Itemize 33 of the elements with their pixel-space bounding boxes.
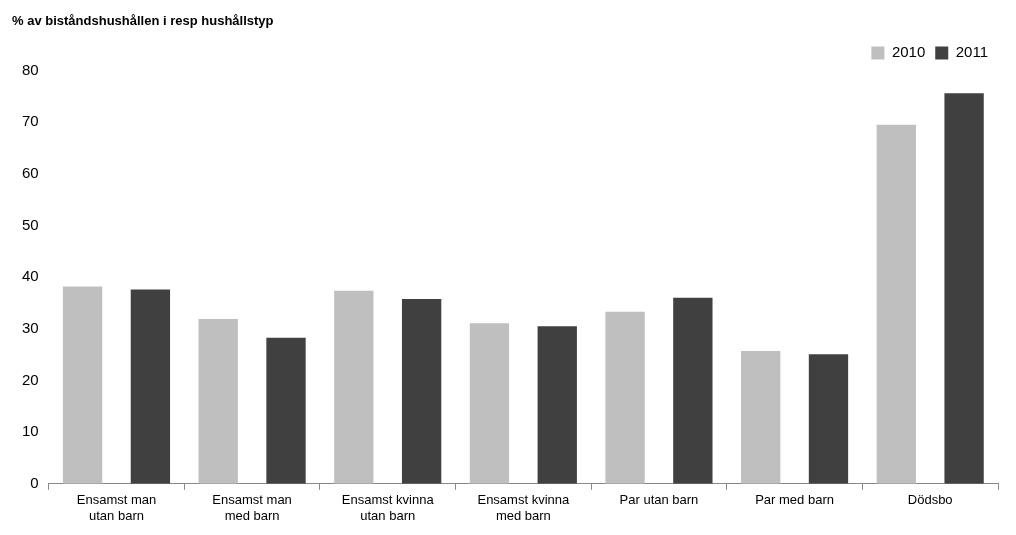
y-tick-label: 0 (30, 473, 39, 491)
x-tick-label: Ensamst kvinna utan barn (341, 492, 435, 523)
x-tick-label: Par med barn (755, 492, 834, 508)
y-tick-label: 20 (22, 370, 39, 388)
bar (944, 93, 984, 484)
y-tick-label: 50 (22, 215, 39, 233)
y-tick-label: 60 (22, 164, 39, 182)
bar (808, 354, 849, 484)
x-tick-label: Dödsbo (907, 492, 953, 508)
chart-title: % av biståndshushållen i resp hushållstyp (12, 13, 274, 29)
x-tick-label: Ensamst man med barn (212, 492, 292, 523)
y-tick-label: 40 (22, 267, 39, 285)
bar (741, 351, 781, 484)
y-tick-label: 10 (22, 422, 39, 440)
y-tick-label: 80 (22, 60, 39, 78)
bar (334, 290, 374, 484)
bar (673, 297, 713, 484)
bar (876, 124, 916, 484)
x-tick-label: Par utan barn (619, 492, 699, 508)
x-tick-label: Ensamst man utan barn (76, 492, 157, 523)
bar (198, 319, 238, 484)
y-tick-label: 30 (22, 318, 39, 336)
x-tick-label: Ensamst kvinna med barn (477, 492, 570, 523)
legend-label: 2010 (891, 43, 926, 61)
bar (469, 323, 510, 484)
bar (62, 286, 103, 484)
bar (401, 298, 442, 484)
bar (130, 289, 171, 484)
legend-label: 2011 (955, 43, 989, 61)
bar (537, 326, 577, 484)
bar (605, 311, 645, 484)
bar (266, 337, 306, 484)
y-tick-label: 70 (22, 112, 39, 130)
